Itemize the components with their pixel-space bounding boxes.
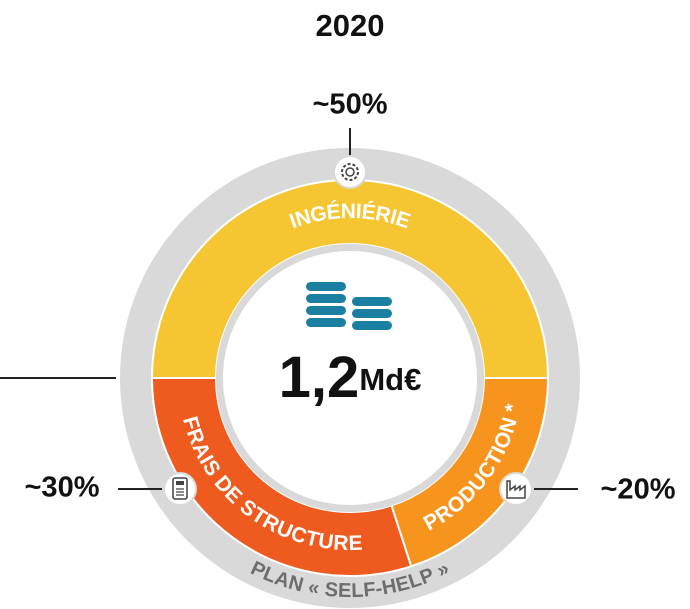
value-label: ~50%	[313, 89, 388, 121]
center-disc	[223, 251, 477, 505]
calculator-icon	[163, 472, 197, 506]
gear-icon	[333, 155, 367, 189]
value-label: ~20%	[601, 474, 676, 506]
center-value: 1,2	[279, 345, 360, 410]
factory-icon	[499, 472, 533, 506]
coins-icon	[306, 282, 392, 330]
center-label: 1,2Md€	[279, 345, 422, 410]
chart-title: 2020	[316, 8, 385, 43]
value-label: ~30%	[25, 472, 100, 504]
center-unit: Md€	[359, 362, 421, 397]
